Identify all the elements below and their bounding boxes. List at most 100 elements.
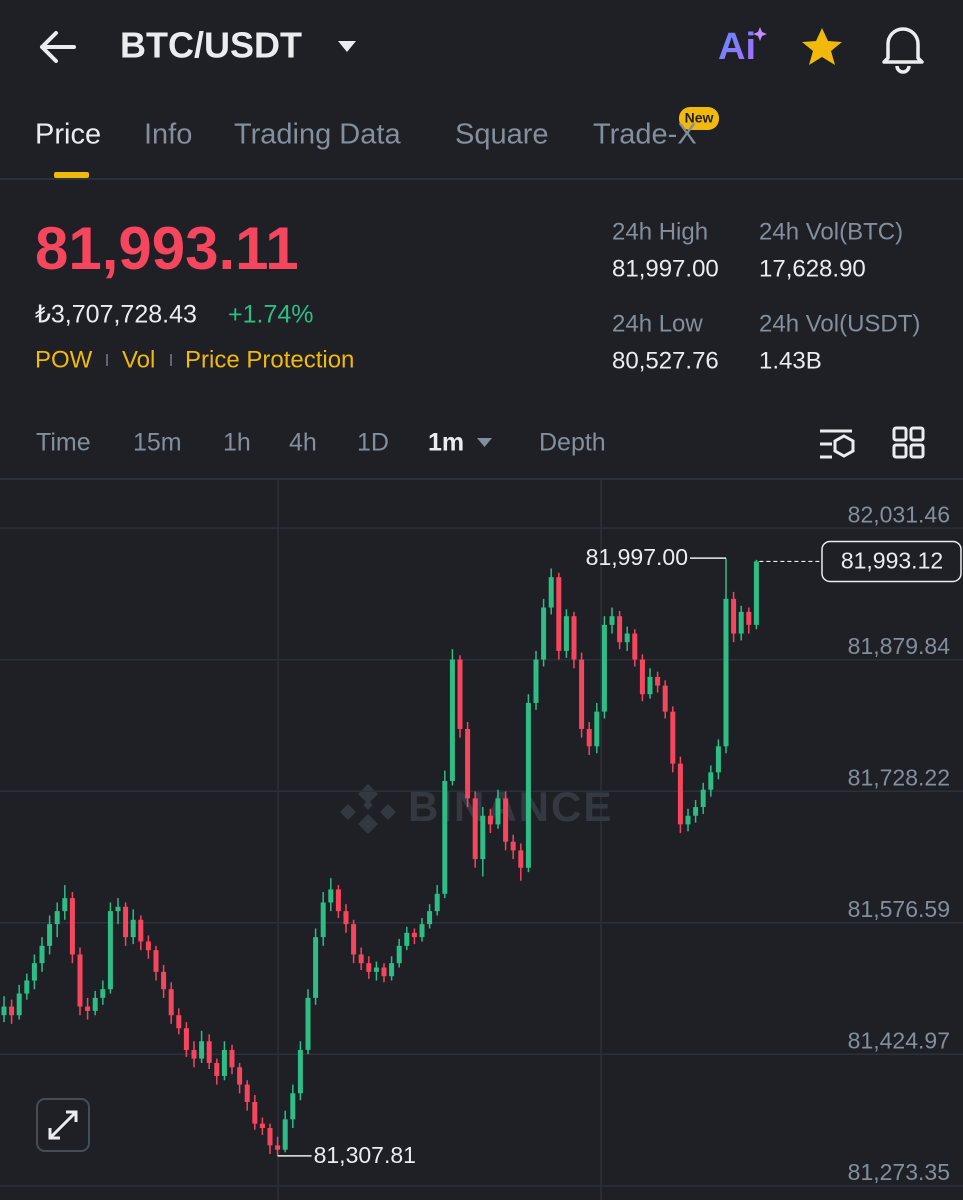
- candle-body: [404, 932, 410, 946]
- active-tab-indicator: [54, 172, 89, 178]
- candle-body: [54, 911, 60, 925]
- candle-body: [358, 954, 364, 964]
- interval-dropdown: [477, 438, 492, 447]
- watermark-logo: [340, 784, 396, 834]
- grid-cell: [909, 443, 925, 459]
- candle-body: [381, 967, 387, 977]
- candle-body: [9, 1006, 15, 1016]
- candle-body: [396, 945, 402, 964]
- tab[interactable]: Price: [35, 119, 101, 151]
- tab[interactable]: Info: [144, 119, 192, 151]
- new-badge-bg: [679, 107, 719, 130]
- candle-body: [85, 1006, 91, 1011]
- candle-body: [221, 1049, 227, 1076]
- ai-button[interactable]: Ai: [718, 26, 756, 68]
- fullscreen-button[interactable]: [36, 1098, 90, 1152]
- tab[interactable]: Square: [455, 119, 549, 151]
- last-price: 81,993.11: [35, 215, 299, 282]
- last-price-label: 81,993.12: [841, 548, 943, 574]
- candle-body: [123, 906, 129, 938]
- candle-body: [77, 954, 83, 1007]
- candle-body: [206, 1041, 212, 1063]
- candle-body: [685, 815, 691, 825]
- bell-body: [882, 27, 924, 64]
- candle-body: [297, 1049, 303, 1094]
- stat-value: 17,628.90: [759, 255, 866, 282]
- candle-body: [244, 1084, 250, 1102]
- y-tick-label: 81,273.35: [848, 1159, 950, 1185]
- fiat-price: ₺3,707,728.43: [35, 301, 197, 329]
- bell-clapper: [895, 65, 911, 74]
- candle-body: [343, 911, 349, 925]
- high-marker-label: 81,997.00: [586, 544, 688, 570]
- tab[interactable]: Trade-X: [593, 119, 697, 151]
- ticker-tag[interactable]: Price Protection: [185, 346, 354, 373]
- watermark: BINANCE: [408, 783, 613, 830]
- candle-body: [31, 963, 37, 981]
- ticker-tag[interactable]: Vol: [122, 346, 155, 373]
- interval-option[interactable]: Depth: [539, 429, 606, 457]
- ticker-tag[interactable]: POW: [35, 346, 93, 373]
- candle-body: [457, 659, 463, 729]
- favorite-star[interactable]: [802, 28, 842, 65]
- interval-option[interactable]: Time: [36, 429, 91, 457]
- interval-option[interactable]: 1m: [428, 429, 464, 457]
- interval-option[interactable]: 4h: [289, 429, 317, 457]
- interval-option[interactable]: 15m: [133, 429, 182, 457]
- candle-body: [320, 902, 326, 938]
- candle-body: [708, 772, 714, 790]
- candle-body: [191, 1049, 197, 1059]
- candle-body: [153, 950, 159, 972]
- grid-cell: [892, 443, 908, 459]
- candle-body: [39, 945, 45, 964]
- indicator-settings[interactable]: [820, 429, 855, 459]
- pair-title[interactable]: BTC/USDT: [120, 25, 302, 66]
- candle-body: [282, 1119, 288, 1150]
- candle-body: [571, 616, 577, 660]
- candle-body: [662, 685, 668, 712]
- candle-body: [556, 577, 562, 651]
- candle-body: [176, 1015, 182, 1029]
- layout-grid[interactable]: [892, 426, 925, 459]
- candle-body: [693, 807, 699, 816]
- candle-body: [723, 598, 729, 747]
- candle-body: [609, 616, 615, 625]
- pair-dropdown[interactable]: [338, 41, 356, 52]
- back-button[interactable]: [40, 31, 76, 63]
- grid-cell: [909, 426, 925, 442]
- candle-body: [617, 616, 623, 643]
- candle-body: [47, 924, 53, 946]
- candle-body: [237, 1067, 243, 1085]
- candle-body: [731, 598, 737, 634]
- stat-value: 81,997.00: [612, 255, 719, 282]
- interval-option[interactable]: 1D: [357, 429, 389, 457]
- candle-body: [411, 932, 417, 938]
- grid-cell: [892, 426, 908, 442]
- candle-body: [259, 1123, 265, 1128]
- candle-body: [267, 1128, 273, 1146]
- candle-body: [389, 963, 395, 977]
- interval-option[interactable]: 1h: [223, 429, 251, 457]
- tab[interactable]: Trading Data: [234, 119, 401, 151]
- candle-body: [199, 1041, 205, 1059]
- y-tick-label: 82,031.46: [848, 501, 950, 527]
- candle-body: [138, 919, 144, 942]
- alert-bell[interactable]: [882, 27, 924, 74]
- candle-body: [715, 746, 721, 773]
- candle-body: [548, 577, 554, 608]
- candle-body: [313, 937, 319, 998]
- last-price-box: [821, 540, 962, 583]
- candle-body: [601, 624, 607, 712]
- candle-body: [594, 711, 600, 747]
- candle-body: [183, 1028, 189, 1050]
- candle-body: [62, 898, 68, 912]
- candlestick-chart: 81,273.35 81,424.97 81,576.59 81,728.22 81,8…: [0, 501, 963, 1187]
- candle-body: [434, 893, 440, 912]
- candle-body: [1, 1006, 7, 1016]
- stat-value: 1.43B: [759, 347, 822, 374]
- candle-body: [107, 911, 113, 990]
- stat-label: 24h Low: [612, 310, 703, 337]
